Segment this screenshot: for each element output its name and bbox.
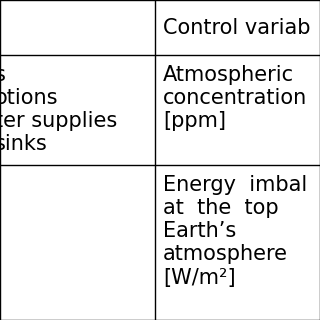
- Text: ter supplies: ter supplies: [0, 111, 117, 131]
- Text: Energy  imbal: Energy imbal: [163, 175, 307, 195]
- Text: Atmospheric: Atmospheric: [163, 65, 294, 84]
- Text: [ppm]: [ppm]: [163, 111, 226, 131]
- Text: concentration: concentration: [163, 88, 307, 108]
- Text: sinks: sinks: [0, 134, 48, 154]
- Text: Control variab: Control variab: [163, 18, 310, 37]
- Text: at  the  top: at the top: [163, 198, 279, 218]
- Text: atmosphere: atmosphere: [163, 244, 288, 264]
- Text: [W/m²]: [W/m²]: [163, 268, 236, 288]
- Text: otions: otions: [0, 88, 59, 108]
- Text: s: s: [0, 65, 6, 84]
- Text: Earth’s: Earth’s: [163, 221, 236, 241]
